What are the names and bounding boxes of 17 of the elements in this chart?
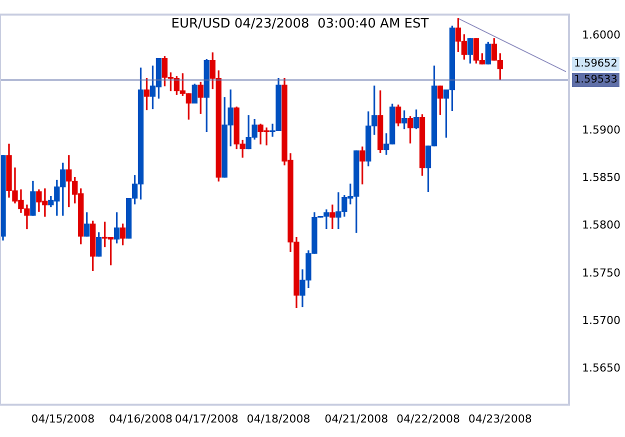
chart-title: EUR/USD 04/23/2008 03:00:40 AM EST	[171, 16, 429, 32]
y-tick-label: 1.6000	[582, 28, 620, 42]
x-tick-label: 04/22/2008	[396, 412, 460, 426]
x-tick-label: 04/18/2008	[246, 412, 310, 426]
y-tick-label: 1.5800	[582, 218, 620, 232]
y-tick-label: 1.5650	[582, 361, 620, 374]
y-tick-label: 1.5850	[582, 171, 620, 184]
x-tick-label: 04/23/2008	[468, 412, 532, 426]
y-tick-label: 1.5750	[582, 266, 620, 280]
y-tick-label: 1.5700	[582, 314, 620, 327]
ref-line-label: 1.59533	[574, 74, 618, 86]
x-tick-label: 04/21/2008	[324, 412, 388, 426]
x-tick-label: 04/17/2008	[174, 412, 238, 426]
x-tick-label: 04/15/2008	[31, 412, 95, 426]
y-tick-label: 1.5900	[582, 124, 620, 137]
x-tick-label: 04/16/2008	[109, 412, 172, 426]
text: 1.59652	[574, 58, 618, 70]
